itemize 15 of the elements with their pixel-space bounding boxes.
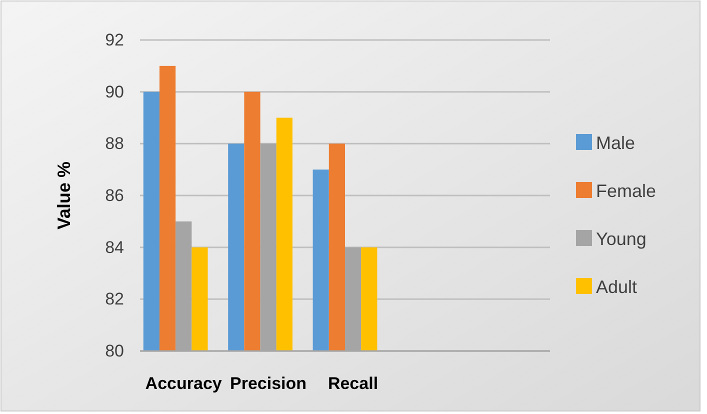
legend-label: Male — [596, 133, 636, 153]
legend-label: Female — [596, 181, 656, 201]
y-tick-label: 86 — [105, 186, 124, 205]
y-tick-label: 90 — [105, 82, 124, 102]
legend-label: Adult — [596, 277, 638, 297]
y-tick-label: 84 — [105, 238, 124, 257]
x-tick-label: Recall — [328, 374, 378, 393]
y-tick-label: 88 — [105, 134, 124, 154]
legend-label: Young — [596, 229, 646, 249]
y-tick-label: 82 — [105, 290, 124, 309]
x-tick-label: Accuracy — [145, 374, 222, 393]
x-tick-label: Precision — [230, 374, 307, 393]
y-tick-label: 80 — [105, 341, 124, 360]
y-tick-label: 92 — [105, 30, 124, 50]
y-axis-title: Value % — [54, 161, 74, 230]
